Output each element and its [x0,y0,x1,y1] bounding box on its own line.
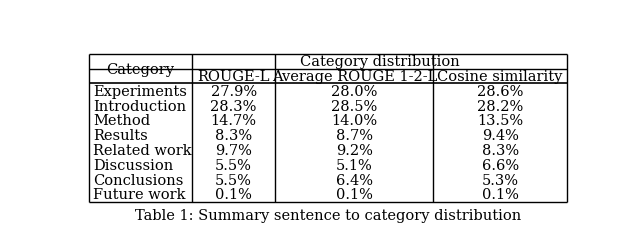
Text: 28.5%: 28.5% [331,99,378,113]
Text: Method: Method [93,114,150,128]
Text: ROUGE-L: ROUGE-L [197,70,270,84]
Text: 5.1%: 5.1% [336,158,372,172]
Text: 0.1%: 0.1% [215,188,252,202]
Text: 5.5%: 5.5% [215,173,252,187]
Text: Discussion: Discussion [93,158,173,172]
Text: Related work: Related work [93,143,191,157]
Text: 6.6%: 6.6% [481,158,518,172]
Text: Category distribution: Category distribution [300,55,460,69]
Text: 14.7%: 14.7% [211,114,257,128]
Text: Introduction: Introduction [93,99,186,113]
Text: Average ROUGE 1-2-L: Average ROUGE 1-2-L [271,70,437,84]
Text: 14.0%: 14.0% [332,114,378,128]
Text: Results: Results [93,129,148,143]
Text: 9.7%: 9.7% [215,143,252,157]
Text: Experiments: Experiments [93,84,187,98]
Text: 0.1%: 0.1% [336,188,372,202]
Text: 9.4%: 9.4% [482,129,518,143]
Text: 13.5%: 13.5% [477,114,523,128]
Text: Conclusions: Conclusions [93,173,183,187]
Text: 28.3%: 28.3% [211,99,257,113]
Text: 9.2%: 9.2% [336,143,372,157]
Text: 5.5%: 5.5% [215,158,252,172]
Text: 8.3%: 8.3% [215,129,252,143]
Text: 0.1%: 0.1% [482,188,518,202]
Text: 28.6%: 28.6% [477,84,524,98]
Text: 28.2%: 28.2% [477,99,524,113]
Text: 28.0%: 28.0% [331,84,378,98]
Text: 5.3%: 5.3% [482,173,518,187]
Text: 6.4%: 6.4% [336,173,372,187]
Text: Future work: Future work [93,188,186,202]
Text: 8.7%: 8.7% [336,129,372,143]
Text: Category: Category [106,62,174,76]
Text: Cosine similarity: Cosine similarity [438,70,563,84]
Text: 8.3%: 8.3% [481,143,518,157]
Text: 27.9%: 27.9% [211,84,257,98]
Text: Table 1: Summary sentence to category distribution: Table 1: Summary sentence to category di… [135,209,521,223]
